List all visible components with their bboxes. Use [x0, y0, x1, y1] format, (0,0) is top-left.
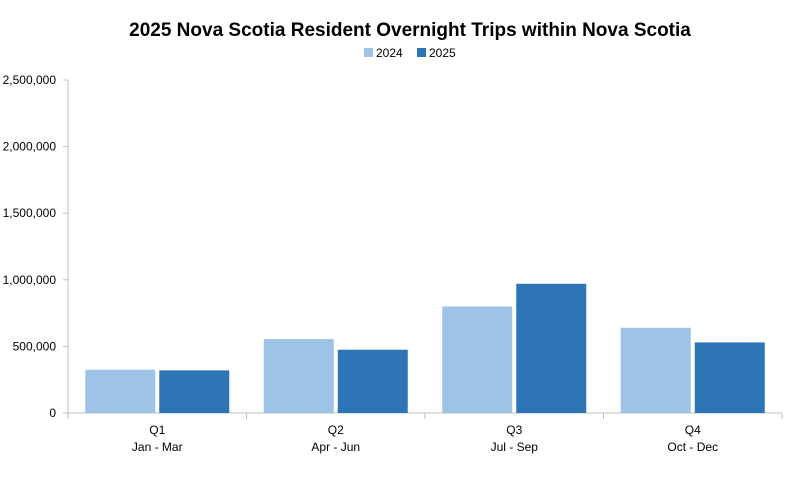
- bar-2024-q2: [263, 339, 334, 413]
- bar-2025-q1: [159, 370, 230, 413]
- x-category-sublabel: Jan - Mar: [132, 440, 183, 454]
- x-category-sublabel: Jul - Sep: [491, 440, 539, 454]
- x-category-label: Q4: [685, 423, 701, 437]
- x-category-label: Q1: [149, 423, 165, 437]
- legend-swatch-2024: [364, 48, 373, 57]
- bar-2024-q3: [442, 306, 513, 413]
- legend-label-2025: 2025: [429, 46, 456, 60]
- legend: 2024 2025: [364, 46, 456, 60]
- bar-2024-q4: [620, 327, 691, 413]
- y-tick-label: 1,500,000: [3, 206, 57, 220]
- y-tick-label: 2,500,000: [3, 73, 57, 87]
- chart-title: 2025 Nova Scotia Resident Overnight Trip…: [129, 20, 691, 41]
- bar-2025-q4: [694, 342, 765, 413]
- bars: [85, 283, 765, 413]
- x-category-label: Q2: [328, 423, 344, 437]
- y-tick-label: 500,000: [13, 339, 57, 353]
- y-tick-label: 1,000,000: [3, 273, 57, 287]
- y-tick-label: 0: [49, 406, 56, 420]
- bar-2024-q1: [85, 369, 156, 413]
- x-axis-labels: Q1 Jan - Mar Q2 Apr - Jun Q3 Jul - Sep Q4 Oct -…: [67, 413, 783, 454]
- legend-swatch-2025: [417, 48, 426, 57]
- y-axis-ticks: 0 500,000 1,000,000 1,500,000 2,000,000 2,500…: [3, 73, 68, 420]
- x-category-sublabel: Oct - Dec: [667, 440, 718, 454]
- bar-2025-q3: [516, 283, 587, 413]
- x-category-label: Q3: [506, 423, 522, 437]
- y-tick-label: 2,000,000: [3, 140, 57, 154]
- legend-label-2024: 2024: [376, 46, 403, 60]
- x-category-sublabel: Apr - Jun: [311, 440, 360, 454]
- bar-2025-q2: [337, 349, 408, 413]
